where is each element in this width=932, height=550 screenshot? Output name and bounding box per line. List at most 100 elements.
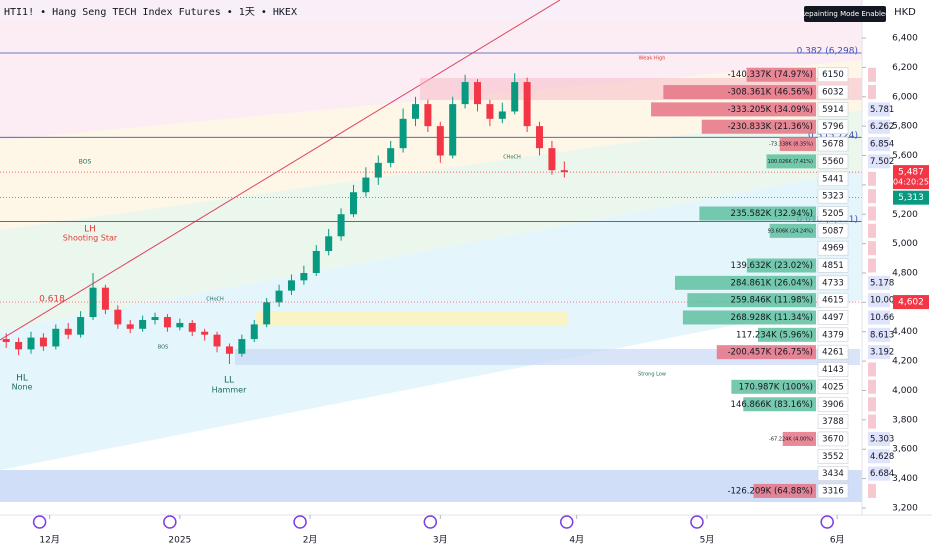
- candle-body: [436, 126, 444, 156]
- side-box: [868, 189, 876, 204]
- side-box: [868, 293, 890, 308]
- side-box: [868, 379, 876, 394]
- level-box: [817, 396, 849, 412]
- level-box: [817, 483, 849, 499]
- event-icon: [423, 515, 438, 529]
- level-label: 5087: [822, 226, 844, 236]
- x-tick-label: 5月: [700, 535, 715, 546]
- candle-body: [474, 82, 482, 105]
- level-box: [817, 102, 849, 117]
- price-marker: [893, 295, 929, 310]
- profile-bar: [674, 275, 816, 290]
- fib-label: 0.5 (5,724): [808, 131, 858, 141]
- side-box: [868, 206, 876, 221]
- profile-label: 284.861K (26.04%): [731, 278, 813, 288]
- candle-body: [15, 342, 23, 350]
- side-label: 8.613: [870, 330, 894, 340]
- profile-label: -73.338K (8.35%): [769, 142, 813, 148]
- profile-label: 268.928K (11.34%): [731, 313, 813, 323]
- y-tick-label: 5,600: [892, 151, 918, 161]
- level-label: 4025: [822, 382, 844, 392]
- candle-body: [560, 170, 568, 173]
- level-box: [817, 431, 849, 447]
- candle-body: [461, 82, 469, 105]
- annotation: CHoCH: [206, 297, 224, 303]
- profile-label: -126.209K (64.88%): [727, 486, 813, 496]
- candle-body: [213, 334, 221, 347]
- side-box: [868, 483, 876, 498]
- profile-label: 146.866K (83.16%): [731, 400, 813, 410]
- annotation: LL: [224, 376, 234, 386]
- side-label: 4.628: [870, 452, 894, 462]
- x-tick-label: 4月: [569, 535, 584, 546]
- candle-body: [114, 309, 122, 325]
- level-box: [817, 67, 849, 83]
- side-label: 3.192: [870, 348, 894, 358]
- x-tick-label: 6月: [830, 535, 845, 546]
- side-label: 5.303: [870, 434, 894, 444]
- candle-body: [548, 148, 556, 171]
- profile-bar: [757, 327, 816, 342]
- level-label: 5323: [822, 192, 844, 202]
- level-box: [817, 154, 849, 169]
- side-box: [868, 241, 876, 256]
- candle-body: [424, 104, 432, 127]
- price-marker: [893, 190, 929, 205]
- side-box: [868, 449, 890, 464]
- profile-label: -140.337K (74.97%): [727, 70, 813, 80]
- level-label: 3434: [822, 469, 844, 479]
- profile-label: 100.026K (7.41%): [768, 159, 813, 165]
- side-box: [868, 154, 890, 169]
- level-box: [817, 223, 849, 239]
- chart-title: HTI1! • Hang Seng TECH Index Futures • 1…: [4, 7, 297, 18]
- event-icon: [32, 515, 47, 529]
- side-label: 7.502: [870, 157, 894, 167]
- profile-label: 117.234K (5.96%): [736, 330, 813, 340]
- annotation: None: [12, 383, 33, 392]
- candle-body: [238, 339, 246, 354]
- level-box: [817, 119, 849, 135]
- profile-bar: [743, 397, 816, 412]
- level-box: [817, 310, 849, 325]
- profile-label: -308.361K (46.56%): [727, 88, 813, 98]
- currency: HKD: [894, 7, 916, 18]
- candle-body: [300, 272, 308, 281]
- level-box: [817, 379, 849, 395]
- level-label: 4379: [822, 330, 844, 340]
- x-tick-label: 12月: [39, 535, 59, 546]
- level-box: [817, 84, 849, 100]
- event-icon: [690, 515, 704, 529]
- profile-label: 235.582K (32.94%): [731, 209, 813, 219]
- profile-bar: [782, 431, 816, 446]
- y-tick-label: 3,600: [892, 445, 918, 455]
- annotation: Strong Low: [638, 372, 666, 378]
- y-tick-label: 6,400: [892, 34, 918, 44]
- x-tick-label: 2025: [168, 536, 191, 546]
- level-label: 6032: [822, 88, 844, 98]
- side-label: 10.00: [870, 296, 894, 306]
- price-marker-label: 5,487: [898, 168, 924, 178]
- candle-body: [126, 324, 134, 329]
- level-label: 3906: [822, 400, 844, 410]
- side-box: [868, 310, 890, 325]
- x-tick-label: 2月: [303, 535, 318, 546]
- y-tick-label: 6,000: [892, 92, 918, 102]
- profile-bar: [766, 154, 816, 169]
- side-box: [868, 85, 876, 100]
- level-box: [817, 171, 849, 187]
- profile-bar: [651, 102, 816, 117]
- level-label: 4851: [822, 261, 844, 271]
- candle-body: [511, 82, 519, 112]
- annotation: Shooting Star: [63, 234, 118, 243]
- profile-bar: [701, 119, 816, 134]
- side-box: [868, 431, 890, 446]
- side-label: 5.178: [870, 278, 894, 288]
- side-box: [868, 119, 890, 134]
- x-tick-label: 3月: [433, 535, 448, 546]
- y-tick-label: 4,200: [892, 357, 918, 367]
- price-marker-label: 4,602: [898, 298, 924, 308]
- level-box: [817, 188, 849, 204]
- side-box: [868, 223, 876, 238]
- profile-bar: [769, 223, 816, 238]
- side-label: 6.262: [870, 122, 894, 132]
